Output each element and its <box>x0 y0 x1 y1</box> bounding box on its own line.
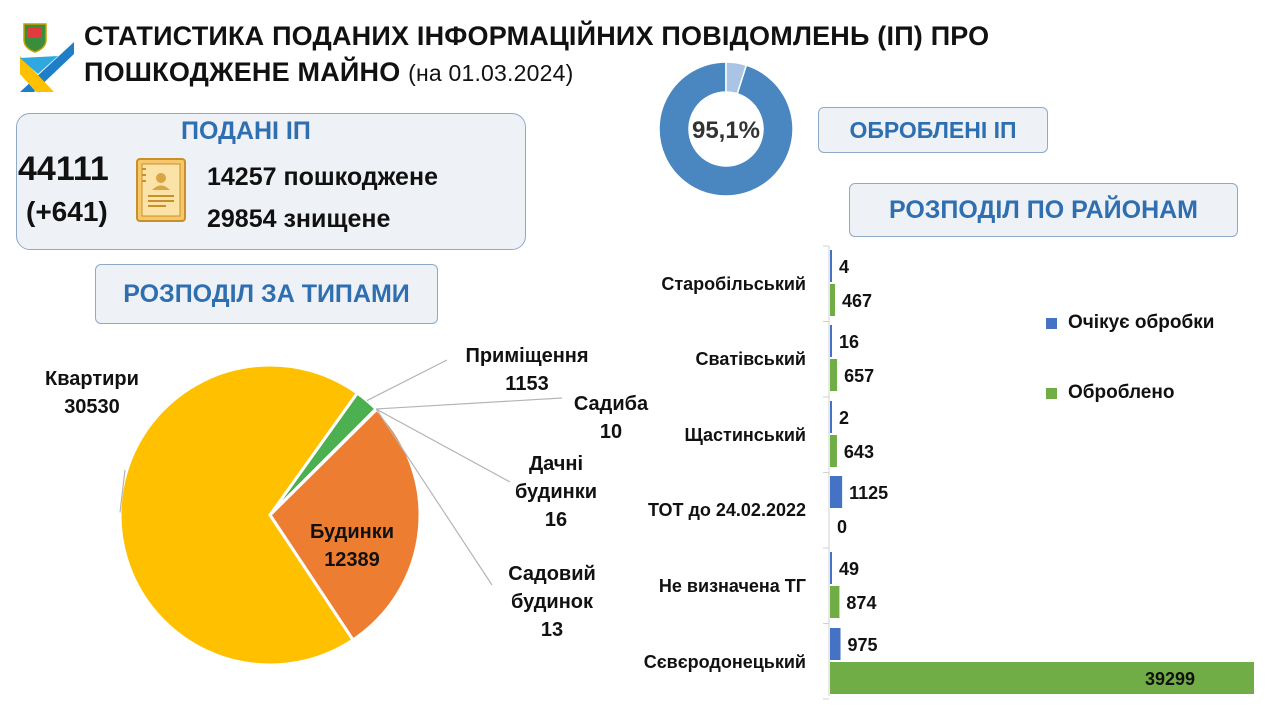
submitted-card <box>16 113 526 250</box>
bar-pending <box>830 250 832 282</box>
logo-icon <box>20 23 74 92</box>
destroyed-count: 29854 знищене <box>207 205 391 233</box>
bar-category-label: Не визначена ТГ <box>659 576 806 596</box>
pie-label: 16 <box>545 509 567 531</box>
pie-label: Садовий <box>508 563 596 585</box>
pie-label: Будинки <box>310 521 394 543</box>
bar-value-label: 16 <box>839 332 859 352</box>
bar-processed <box>830 359 838 391</box>
bar-value-label: 467 <box>842 291 872 311</box>
submitted-total: 44111 <box>18 150 109 188</box>
bar-pending <box>830 628 841 660</box>
pie-label: будинок <box>511 591 594 613</box>
bar-value-label: 2 <box>839 408 849 428</box>
types-label: РОЗПОДІЛ ЗА ТИПАМИ <box>95 264 438 324</box>
pie-leader-line <box>376 409 493 586</box>
bar-pending <box>830 552 832 584</box>
pie-slice <box>118 363 360 667</box>
pie-label: Приміщення <box>465 345 588 367</box>
submitted-label: ПОДАНІ ІП <box>181 117 311 145</box>
pie-label: 10 <box>600 421 622 443</box>
pie-label: 12389 <box>324 549 380 571</box>
document-icon <box>136 158 186 222</box>
title-line-2: ПОШКОДЖЕНЕ МАЙНО (на 01.03.2024) <box>84 54 989 91</box>
pie-label: Квартири <box>45 368 139 390</box>
pie-leader-line <box>376 397 563 410</box>
processed-label: ОБРОБЛЕНІ ІП <box>818 107 1048 153</box>
bar-processed <box>830 435 837 467</box>
bar-value-label: 643 <box>844 442 874 462</box>
bar-value-label: 49 <box>839 559 859 579</box>
title-date: (на 01.03.2024) <box>408 60 574 86</box>
legend-label-processed: Оброблено <box>1068 382 1175 403</box>
pie-label: 1153 <box>505 373 548 395</box>
donut-slice <box>725 61 748 95</box>
pie-leader-line <box>376 408 511 483</box>
bar-pending <box>830 401 832 433</box>
legend-swatch-pending <box>1046 317 1057 329</box>
bar-processed <box>830 662 1254 694</box>
page-title: СТАТИСТИКА ПОДАНИХ ІНФОРМАЦІЙНИХ ПОВІДОМ… <box>84 18 989 91</box>
bar-category-label: Сєвєродонецький <box>644 652 806 672</box>
title-main: ПОШКОДЖЕНЕ МАЙНО <box>84 57 401 87</box>
bar-value-label: 0 <box>837 517 847 537</box>
bar-value-label: 4 <box>839 257 849 277</box>
bar-processed <box>830 586 840 618</box>
districts-label: РОЗПОДІЛ ПО РАЙОНАМ <box>849 183 1238 237</box>
bar-legend: Очікує обробки Оброблено <box>1046 312 1214 404</box>
legend-label-pending: Очікує обробки <box>1068 312 1215 333</box>
pie-leader-line <box>119 469 126 513</box>
bar-value-label: 874 <box>846 593 876 613</box>
pie-label: 30530 <box>64 396 120 418</box>
title-line-1: СТАТИСТИКА ПОДАНИХ ІНФОРМАЦІЙНИХ ПОВІДОМ… <box>84 21 990 51</box>
submitted-delta: (+641) <box>26 196 108 227</box>
donut-center-label: 95,1% <box>692 117 760 144</box>
bar-category-label: ТОТ до 24.02.2022 <box>648 500 806 520</box>
donut-slice <box>658 61 794 197</box>
bar-pending <box>830 325 832 357</box>
bar-pending <box>830 476 843 508</box>
bar-value-label: 657 <box>844 366 874 386</box>
bar-value-label: 975 <box>848 635 878 655</box>
bar-value-label: 1125 <box>849 483 888 503</box>
legend-swatch-processed <box>1046 387 1057 399</box>
legend-item-pending: Очікує обробки <box>1046 312 1214 334</box>
pie-leader-line <box>366 359 448 402</box>
damaged-count: 14257 пошкоджене <box>207 163 438 191</box>
pie-label: 13 <box>541 619 563 641</box>
pie-label: будинки <box>515 481 597 503</box>
pie-label: Садиба <box>574 393 649 415</box>
bar-category-label: Старобільський <box>661 274 806 294</box>
bar-processed <box>830 284 836 316</box>
bar-value-label: 39299 <box>1145 669 1195 689</box>
pie-label: Дачні <box>529 453 583 475</box>
bar-category-label: Сватівський <box>696 349 807 369</box>
pie-slice <box>268 407 422 643</box>
legend-item-processed: Оброблено <box>1046 382 1214 404</box>
bar-category-label: Щастинський <box>684 425 806 445</box>
